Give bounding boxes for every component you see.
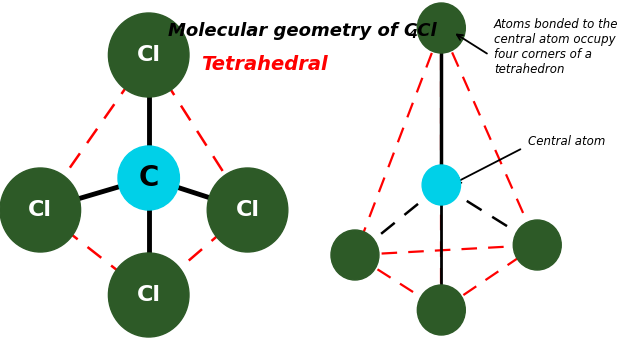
Circle shape bbox=[108, 13, 189, 97]
Text: 4: 4 bbox=[408, 28, 417, 41]
Text: Cl: Cl bbox=[137, 285, 160, 305]
Circle shape bbox=[108, 253, 189, 337]
Text: Cl: Cl bbox=[137, 45, 160, 65]
Circle shape bbox=[118, 146, 179, 210]
Circle shape bbox=[513, 220, 561, 270]
Text: Tetrahedral: Tetrahedral bbox=[202, 55, 328, 74]
Circle shape bbox=[0, 168, 81, 252]
Circle shape bbox=[207, 168, 288, 252]
Circle shape bbox=[417, 285, 465, 335]
Text: Atoms bonded to the
central atom occupy
four corners of a
tetrahedron: Atoms bonded to the central atom occupy … bbox=[494, 18, 619, 76]
Text: Cl: Cl bbox=[236, 200, 259, 220]
Text: C: C bbox=[139, 164, 159, 192]
Circle shape bbox=[422, 165, 460, 205]
Circle shape bbox=[417, 3, 465, 53]
Text: Central atom: Central atom bbox=[528, 135, 605, 148]
Text: Molecular geometry of CCl: Molecular geometry of CCl bbox=[168, 22, 437, 40]
Circle shape bbox=[331, 230, 379, 280]
Text: Cl: Cl bbox=[28, 200, 52, 220]
